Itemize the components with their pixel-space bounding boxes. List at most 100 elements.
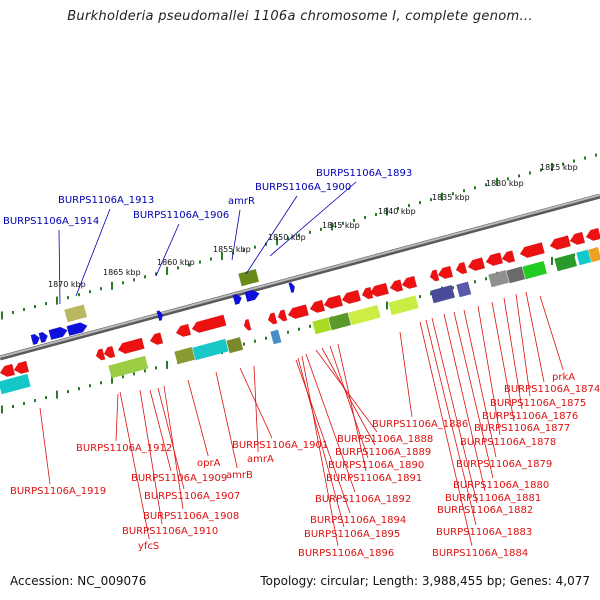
reverse-gene-arrow [95,348,106,361]
cog-feature-box [554,253,578,272]
reverse-gene-arrow [549,235,572,250]
leader-line [301,355,339,547]
reverse-gene-arrow [467,257,486,271]
forward-gene-label: BURPS1106A_1914 [3,216,99,227]
leader-line [321,347,376,446]
forward-gene-arrow [38,331,49,344]
leader-line [239,367,273,439]
leader-line [187,379,209,457]
leader-line [163,385,184,510]
leader-line [503,297,523,410]
reverse-gene-arrow [569,231,586,245]
leader-line [215,371,238,469]
leader-line [58,229,61,305]
reverse-gene-label: BURPS1106A_1874 [504,384,600,395]
reverse-gene-label: BURPS1106A_1884 [432,548,528,559]
reverse-gene-arrow [0,363,16,377]
leader-line [115,393,119,442]
leader-line [329,345,369,459]
scale-label: 1830 kbp [486,179,524,188]
reverse-gene-label: BURPS1106A_1908 [143,511,239,522]
leader-line [269,181,357,257]
scale-label: 1860 kbp [157,258,195,267]
reverse-gene-arrow [267,312,278,325]
reverse-gene-label: amrA [247,454,274,465]
reverse-gene-arrow [243,318,252,331]
reverse-gene-arrow [401,275,418,289]
leader-line [337,343,367,472]
reverse-gene-arrow [13,360,30,374]
scale-label: 1850 kbp [268,233,306,242]
reverse-gene-arrow [369,282,390,297]
reverse-gene-arrow [149,332,164,345]
reverse-gene-arrow [501,250,516,263]
forward-gene-label: BURPS1106A_1893 [316,168,412,179]
leader-line [463,309,497,458]
scale-label: 1845 kbp [322,221,360,230]
forward-gene-label: BURPS1106A_1913 [58,195,154,206]
cog-feature-box [270,329,282,345]
leader-line [245,195,298,275]
reverse-gene-arrow [191,314,227,333]
leader-line [305,353,356,493]
reverse-gene-arrow [585,227,600,241]
reverse-gene-arrow [117,337,145,354]
leader-line [149,389,172,472]
cog-feature-box [312,317,332,335]
reverse-gene-label: BURPS1106A_1912 [76,443,172,454]
reverse-gene-label: prkA [552,372,575,383]
reverse-gene-label: BURPS1106A_1882 [437,505,533,516]
leader-line [295,359,351,514]
scale-label: 1870 kbp [48,280,86,289]
reverse-gene-label: BURPS1106A_1894 [310,515,406,526]
leader-line [157,387,185,490]
reverse-gene-arrow [175,323,192,337]
reverse-gene-label: BURPS1106A_1896 [298,548,394,559]
leader-line [443,313,486,492]
cog-feature-box [588,247,600,263]
cog-feature-box [226,337,244,354]
leader-line [515,293,531,397]
scale-label: 1865 kbp [103,268,141,277]
cog-feature-box [0,373,31,395]
cog-feature-box [456,281,472,298]
reverse-gene-label: BURPS1106A_1886 [372,419,468,430]
scale-labels: 1870 kbp 1865 kbp 1860 kbp 1855 kbp 1850 kbp… [48,163,578,289]
leader-line [419,321,473,547]
reverse-gene-arrow [455,261,468,275]
label-leader-lines [39,181,564,547]
chromosome-backbone [0,193,600,361]
cog-feature-box [238,269,260,287]
cog-feature-box [506,266,526,284]
cog-feature-box [488,270,510,288]
leader-line [253,365,259,453]
forward-gene-label: amrR [228,196,255,207]
reverse-gene-label: BURPS1106A_1880 [453,480,549,491]
forward-gene-arrow [156,310,164,322]
leader-line [425,319,477,526]
leader-line [297,357,345,528]
reverse-gene-arrow [361,286,374,300]
scale-label: 1825 kbp [540,163,578,172]
accession-label: Accession: NC_009076 [10,574,147,588]
reverse-gene-label: BURPS1106A_1881 [445,493,541,504]
leader-line [231,209,241,261]
reverse-gene-arrow [485,252,504,266]
reverse-gene-label: BURPS1106A_1919 [10,486,106,497]
reverse-gene-arrow [323,294,344,309]
reverse-gene-label: BURPS1106A_1877 [474,423,570,434]
leader-line [539,295,564,371]
forward-gene-label: BURPS1106A_1906 [133,210,229,221]
cog-feature-box [522,260,547,280]
leader-line [75,208,111,297]
forward-gene-arrow [244,289,260,303]
reverse-gene-label: amrB [226,470,253,481]
cog-feature-box [108,355,149,379]
gene-labels: BURPS1106A_1914 BURPS1106A_1913 BURPS1106A… [3,168,600,559]
scale-label: 1840 kbp [378,207,416,216]
reverse-gene-arrow [341,289,362,304]
reverse-gene-arrow [309,299,326,313]
scale-label: 1855 kbp [213,245,251,254]
reverse-gene-label: BURPS1106A_1875 [490,398,586,409]
